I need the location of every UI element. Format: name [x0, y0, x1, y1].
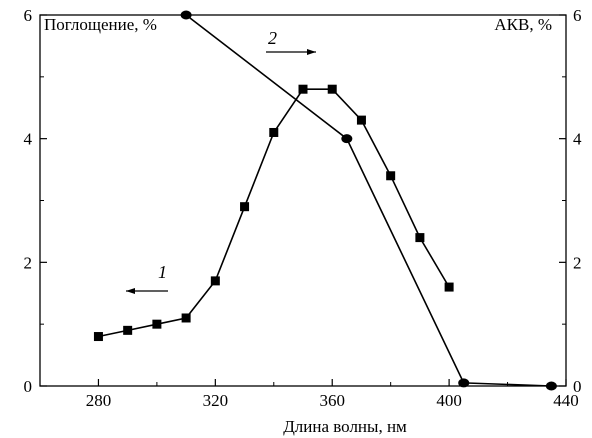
series-2-point [458, 378, 470, 388]
series-1-arrow-head [126, 288, 135, 294]
series-2-point [545, 381, 557, 391]
plot-frame [39, 14, 567, 387]
y-axis-right-title: АКВ, % [494, 15, 552, 34]
series-2-line [185, 14, 552, 387]
y-left-tick-label: 0 [24, 377, 33, 396]
series-1-label: 1 [158, 262, 167, 282]
series-2-point [180, 10, 192, 20]
y-left-tick-label: 2 [24, 253, 33, 272]
plot-border [39, 14, 567, 387]
series-1-point [444, 282, 454, 292]
markers [93, 10, 557, 391]
series-1-point [356, 115, 366, 125]
series-1-point [181, 313, 191, 323]
series-1-point [298, 84, 308, 94]
y-right-tick-label: 4 [573, 130, 582, 149]
annotations: 12 [126, 28, 316, 294]
series-1-point [327, 84, 337, 94]
series-1-point [240, 202, 250, 212]
series-1-point [386, 171, 396, 181]
series-2-label: 2 [268, 28, 277, 48]
series-1-point [210, 276, 220, 286]
y-left-tick-label: 4 [24, 130, 33, 149]
x-tick-label: 360 [319, 391, 345, 410]
series-2-arrow-head [307, 49, 316, 55]
x-tick-label: 280 [86, 391, 112, 410]
x-axis-title: Длина волны, нм [283, 417, 407, 436]
series-1-point [269, 127, 279, 137]
series-1-point [152, 319, 162, 329]
series-1-point [123, 325, 133, 335]
series-2-point [341, 134, 353, 144]
x-tick-label: 320 [203, 391, 229, 410]
y-right-tick-label: 2 [573, 253, 582, 272]
curves [98, 14, 552, 387]
y-axis-left-title: Поглощение, % [44, 15, 157, 34]
series-1-point [415, 233, 425, 243]
y-left-tick-label: 6 [24, 6, 33, 25]
x-tick-label: 440 [553, 391, 579, 410]
y-right-tick-label: 0 [573, 377, 582, 396]
y-right-tick-label: 6 [573, 6, 582, 25]
series-1-line [98, 88, 450, 338]
series-1-point [93, 332, 103, 342]
x-tick-label: 400 [436, 391, 462, 410]
axis-ticks [39, 14, 567, 387]
